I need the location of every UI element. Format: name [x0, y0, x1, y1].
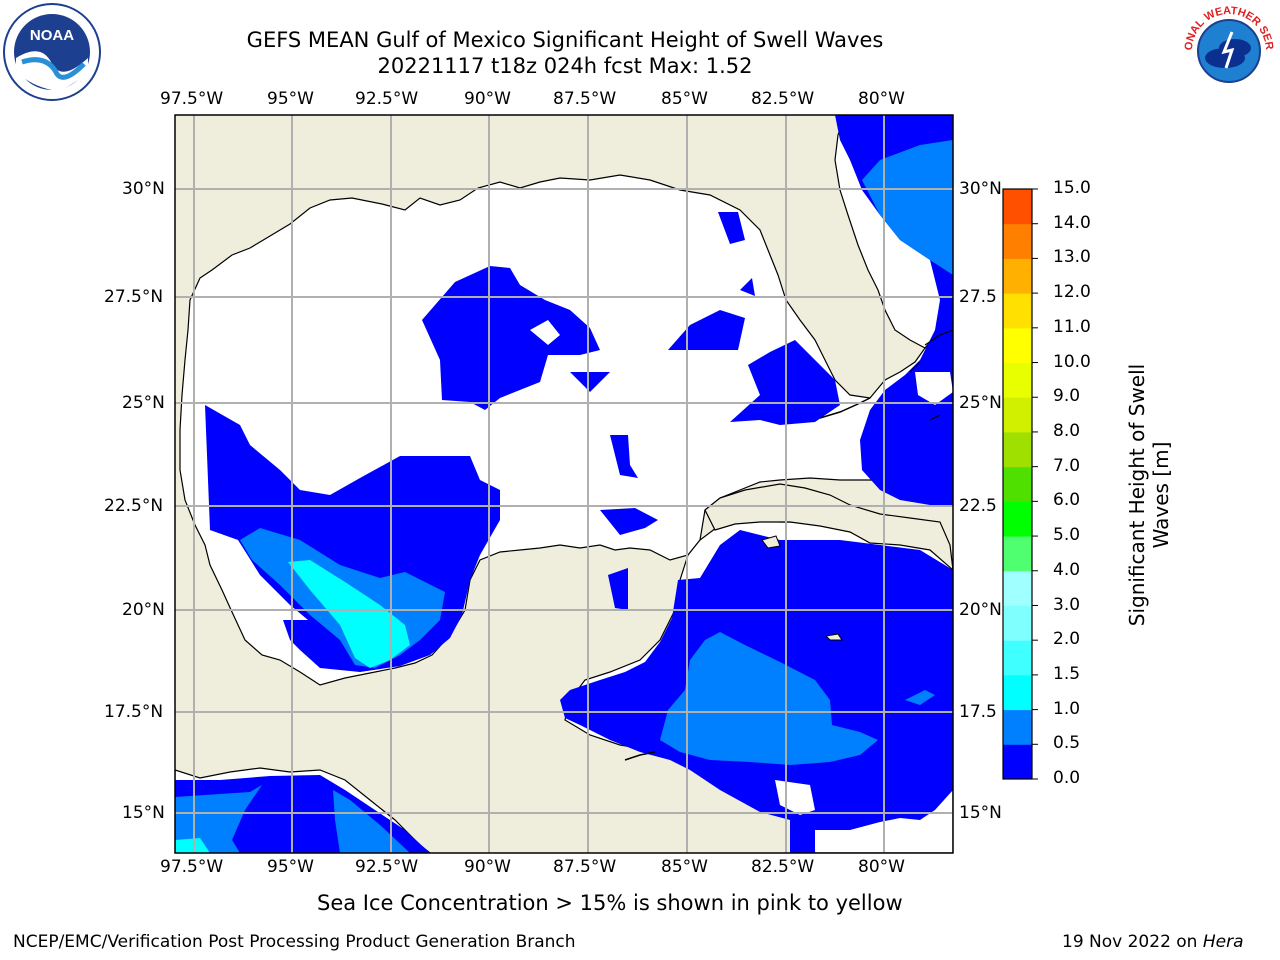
footer-date: 19 Nov 2022 on — [1062, 932, 1203, 952]
lon-label-bottom: 85°W — [661, 857, 708, 877]
colorbar-tick-label: 2.0 — [1053, 629, 1081, 650]
colorbar-tick-label: 14.0 — [1053, 212, 1091, 233]
colorbar-tick-label: 10.0 — [1053, 351, 1091, 372]
lon-label-top: 87.5°W — [553, 89, 617, 109]
lon-label-bottom: 80°W — [858, 857, 905, 877]
colorbar-tick-label: 9.0 — [1053, 386, 1081, 407]
footer-host: Hera — [1202, 932, 1244, 952]
colorbar-swatch — [1003, 327, 1032, 364]
colorbar-tick-label: 6.0 — [1053, 490, 1081, 511]
colorbar-tick-label: 8.0 — [1053, 420, 1081, 441]
lon-label-bottom: 95°W — [267, 857, 314, 877]
florida-keys — [819, 397, 871, 419]
colorbar-swatch — [1003, 397, 1032, 433]
colorbar-swatch — [1003, 258, 1032, 294]
colorbar-swatch — [1003, 744, 1032, 780]
lat-label-right: 20°N — [959, 600, 1002, 620]
lat-label-right: 17.5 — [959, 702, 997, 722]
colorbar-swatch — [1003, 570, 1032, 606]
map-frame — [174, 114, 954, 854]
colorbar-tick-label: 1.5 — [1053, 663, 1081, 684]
lon-label-top: 97.5°W — [160, 89, 224, 109]
colorbar-swatch — [1003, 223, 1032, 259]
colorbar-tick-label: 11.0 — [1053, 316, 1091, 337]
lon-label-top: 82.5°W — [751, 89, 815, 109]
lat-label-right: 30°N — [959, 179, 1002, 199]
sea-ice-note: Sea Ice Concentration > 15% is shown in … — [317, 891, 903, 915]
lon-label-top: 80°W — [858, 89, 905, 109]
colorbar-tick-label: 7.0 — [1053, 455, 1081, 476]
honduras-islands — [624, 751, 656, 761]
colorbar-swatch — [1003, 431, 1032, 468]
colorbar-swatch — [1003, 501, 1032, 537]
lat-label-right: 22.5 — [959, 496, 997, 516]
lon-label-top: 95°W — [267, 89, 314, 109]
lat-label-right: 15°N — [959, 803, 1002, 823]
isla-juventud — [761, 535, 781, 549]
footer-left: NCEP/EMC/Verification Post Processing Pr… — [13, 932, 576, 952]
lon-label-bottom: 87.5°W — [553, 857, 617, 877]
colorbar-swatch — [1003, 536, 1032, 572]
colorbar-tick-label: 13.0 — [1053, 247, 1091, 268]
lat-label-left: 15°N — [122, 803, 165, 823]
noaa-logo: NOAA — [2, 2, 102, 102]
colorbar — [1002, 188, 1038, 780]
lat-label-right: 25°N — [959, 393, 1002, 413]
colorbar-swatch — [1003, 605, 1032, 641]
grid — [175, 115, 953, 853]
lat-label-left: 20°N — [122, 600, 165, 620]
nws-logo: NATIONAL WEATHER SERVICE — [1176, 0, 1278, 100]
lon-label-bottom: 90°W — [464, 857, 511, 877]
lon-label-bottom: 92.5°W — [355, 857, 419, 877]
colorbar-label-line2: Waves [m] — [1149, 441, 1173, 549]
colorbar-tick-label: 0.0 — [1053, 768, 1081, 788]
lat-label-right: 27.5 — [959, 287, 997, 307]
lat-label-left: 17.5°N — [104, 702, 164, 722]
colorbar-swatch — [1003, 640, 1032, 676]
lat-label-left: 25°N — [122, 393, 165, 413]
lat-label-left: 27.5°N — [104, 287, 164, 307]
jamaica — [824, 633, 843, 641]
bahamas — [909, 329, 953, 421]
colorbar-tick-label: 5.0 — [1053, 525, 1081, 546]
colorbar-swatch — [1003, 674, 1032, 711]
lon-label-bottom: 97.5°W — [160, 857, 224, 877]
colorbar-tick-label: 1.0 — [1053, 698, 1081, 719]
colorbar-label: Significant Height of Swell Waves [m] — [1125, 345, 1175, 645]
svg-text:NOAA: NOAA — [30, 27, 74, 44]
lon-label-top: 85°W — [661, 89, 708, 109]
colorbar-tick-label: 0.5 — [1053, 733, 1081, 754]
colorbar-swatch — [1003, 362, 1032, 398]
map-subtitle: 20221117 t18z 024h fcst Max: 1.52 — [377, 54, 753, 78]
lon-label-bottom: 82.5°W — [751, 857, 815, 877]
lon-label-top: 92.5°W — [355, 89, 419, 109]
colorbar-tick-label: 15.0 — [1053, 178, 1091, 198]
footer-right: 19 Nov 2022 on Hera — [1062, 932, 1244, 952]
colorbar-label-line1: Significant Height of Swell — [1125, 363, 1149, 627]
colorbar-tick-label: 3.0 — [1053, 594, 1081, 615]
colorbar-swatch — [1003, 709, 1032, 745]
colorbar-tick-label: 4.0 — [1053, 559, 1081, 580]
colorbar-swatch — [1003, 466, 1032, 502]
colorbar-tick-label: 12.0 — [1053, 282, 1091, 303]
colorbar-swatch — [1003, 189, 1032, 225]
lon-label-top: 90°W — [464, 89, 511, 109]
lat-label-left: 22.5°N — [104, 496, 164, 516]
colorbar-swatch — [1003, 293, 1032, 329]
map-title: GEFS MEAN Gulf of Mexico Significant Hei… — [246, 28, 884, 52]
lat-label-left: 30°N — [122, 179, 165, 199]
